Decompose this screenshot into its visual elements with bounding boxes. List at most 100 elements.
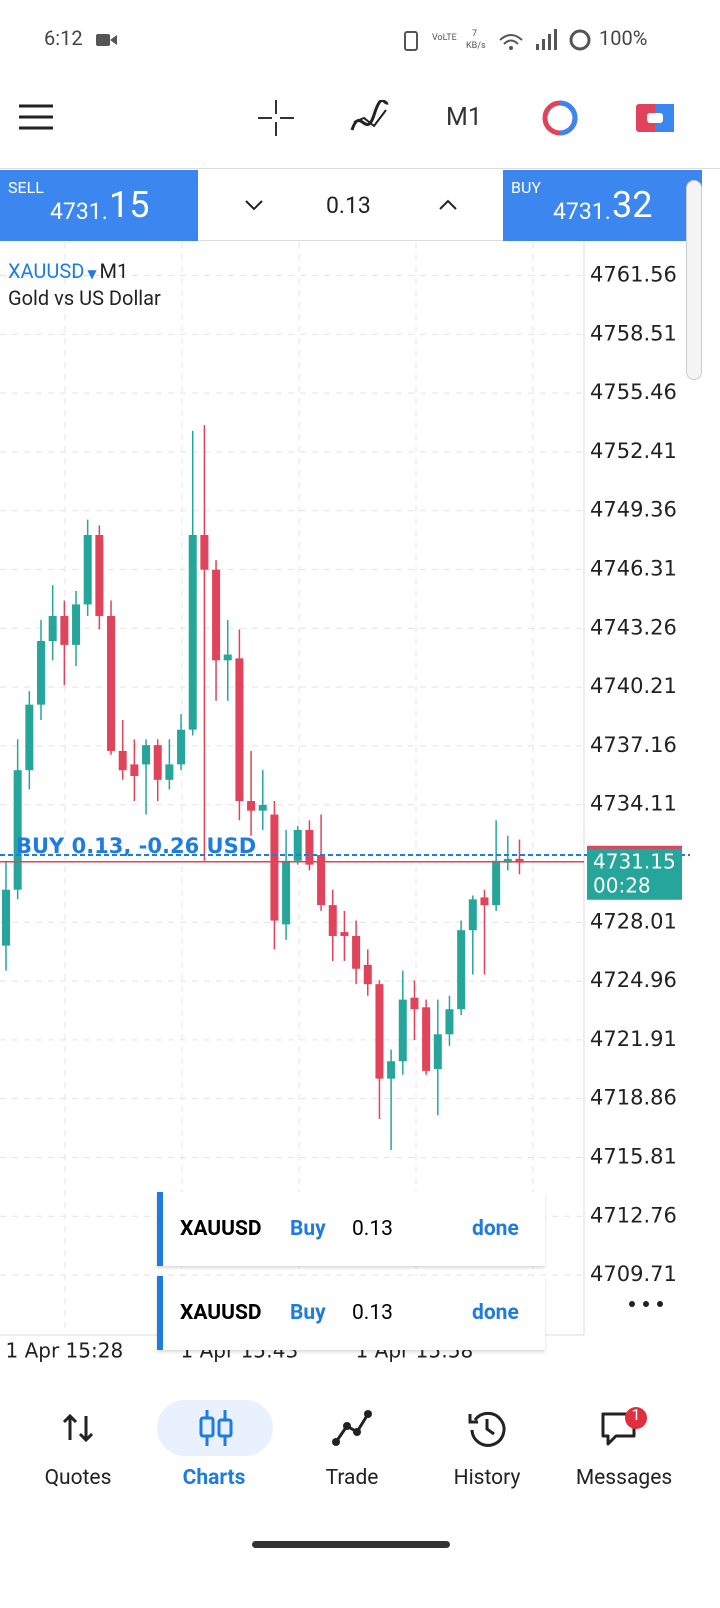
y-tick-label: 4715.81 (590, 1144, 677, 1168)
symbol[interactable]: XAUUSD (8, 259, 85, 283)
decrease-volume[interactable] (244, 198, 264, 212)
candle-body (72, 604, 81, 645)
note-symbol: XAUUSD (180, 1301, 262, 1325)
svg-text:KB/s: KB/s (466, 41, 486, 51)
notification[interactable]: XAUUSD Buy 0.13 done (157, 1192, 545, 1266)
note-volume: 0.13 (352, 1217, 393, 1241)
candle-body (468, 899, 477, 931)
candle-body (317, 855, 326, 906)
video-icon (96, 34, 117, 46)
chart-type-button[interactable] (540, 100, 580, 136)
increase-volume[interactable] (438, 198, 458, 212)
candle-body (352, 935, 361, 969)
y-tick-label: 4718.86 (590, 1086, 677, 1110)
nav-label[interactable]: Messages (575, 1466, 673, 1490)
chart-timeframe: M1 (99, 259, 129, 283)
y-tick-label: 4712.76 (590, 1203, 677, 1227)
candle-body (200, 535, 209, 570)
candle-body (37, 641, 46, 705)
candle-body (247, 801, 256, 811)
y-tick-label: 4752.41 (590, 439, 677, 463)
candle-body (177, 729, 186, 765)
charts-icon[interactable] (196, 1408, 236, 1448)
y-tick-label: 4709.71 (590, 1262, 677, 1286)
more-button[interactable] (626, 1298, 666, 1310)
y-tick-label: 4740.21 (590, 674, 677, 698)
candle-body (445, 1009, 454, 1035)
candle-body (457, 930, 466, 1010)
buy-button[interactable]: BUY 4731. 32 (503, 170, 702, 241)
indicators-button[interactable] (350, 100, 390, 136)
candle-body (107, 615, 116, 751)
nav-label[interactable]: Trade (325, 1466, 379, 1490)
candle-body (25, 704, 34, 771)
sell-price-big: 15 (109, 184, 150, 226)
battery-level: 100% (599, 26, 648, 50)
candle-body (305, 829, 314, 865)
svg-text:VoLTE: VoLTE (432, 33, 457, 43)
candle-body (153, 745, 162, 780)
candle-body (480, 897, 489, 906)
y-tick-label: 4734.11 (590, 792, 677, 816)
candle-body (503, 858, 512, 863)
note-status: done (472, 1301, 519, 1325)
menu-button[interactable] (18, 103, 54, 131)
nav-label[interactable]: Quotes (44, 1466, 112, 1490)
candle-body (293, 829, 302, 861)
candle-body (130, 764, 139, 776)
position-label: BUY 0.13, -0.26 USD (16, 834, 256, 858)
countdown: 00:28 (593, 873, 651, 897)
candle-body (433, 1034, 442, 1069)
price-box (587, 847, 682, 900)
candle-body (165, 764, 174, 780)
trade-icon[interactable] (332, 1410, 372, 1446)
candle-body (363, 964, 372, 985)
note-side: Buy (290, 1217, 326, 1241)
candle-body (212, 569, 221, 661)
note-status: done (472, 1217, 519, 1241)
candle-body (188, 535, 197, 730)
candle-body (515, 858, 524, 863)
candle-body (492, 860, 501, 906)
history-icon[interactable] (467, 1408, 507, 1448)
current-price-label: 4731.15 (593, 849, 676, 873)
y-tick-label: 4724.96 (590, 968, 677, 992)
volume[interactable]: 0.13 (326, 192, 371, 219)
y-tick-label: 4749.36 (590, 498, 677, 522)
note-symbol: XAUUSD (180, 1217, 262, 1241)
y-tick-label: 4761.56 (590, 263, 677, 287)
note-side: Buy (290, 1301, 326, 1325)
scrollbar[interactable] (686, 180, 702, 380)
trade-button[interactable] (635, 102, 675, 134)
volume-control: 0.13 (198, 170, 503, 241)
symbol-header: XAUUSD ▼ M1 (8, 259, 129, 283)
y-tick-label: 4758.51 (590, 321, 677, 345)
divider (0, 168, 720, 169)
candle-body (2, 889, 10, 946)
messages-icon[interactable] (600, 1406, 648, 1450)
quotes-icon[interactable] (60, 1410, 96, 1446)
nav-label[interactable]: Charts (182, 1466, 246, 1490)
timeframe-button[interactable]: M1 (446, 103, 482, 132)
candle-body (422, 1007, 431, 1071)
y-tick-label: 4746.31 (590, 557, 677, 581)
x-tick-label: 1 Apr 15:28 (6, 1339, 124, 1363)
notification[interactable]: XAUUSD Buy 0.13 done (157, 1276, 545, 1350)
crosshair-button[interactable] (256, 98, 296, 138)
price-box-edge (587, 845, 682, 849)
status-icons: VoLTE 7 KB/s (404, 29, 557, 51)
candle-body (142, 745, 151, 765)
buy-label: BUY (511, 178, 541, 197)
candle-body (13, 770, 22, 890)
candle-body (48, 615, 57, 642)
status-time: 6:12 (44, 26, 83, 50)
candle-body (375, 984, 384, 1079)
y-tick-label: 4728.01 (590, 909, 677, 933)
svg-text:7: 7 (472, 29, 477, 39)
buy-price-big: 32 (612, 184, 653, 226)
sell-label: SELL (8, 178, 44, 197)
sell-button[interactable]: SELL 4731. 15 (0, 170, 198, 241)
nav-label[interactable]: History (453, 1466, 521, 1490)
